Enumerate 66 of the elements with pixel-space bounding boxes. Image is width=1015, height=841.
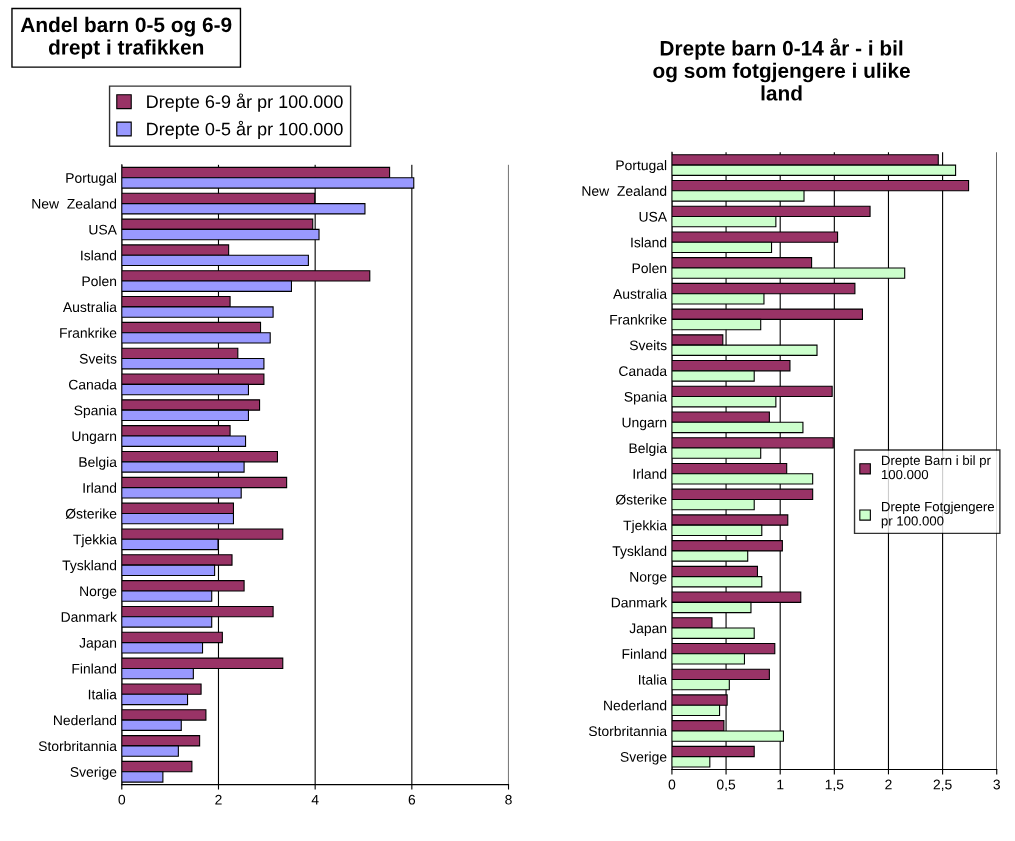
y-tick-label: Frankrike xyxy=(60,327,117,338)
y-tick-label: Sverige xyxy=(620,751,667,765)
y-tick-label: Sveits xyxy=(629,340,667,351)
x-tick-label: 4 xyxy=(311,794,319,805)
y-tick-label: Belgia xyxy=(79,456,117,470)
y-tick-label: Japan xyxy=(79,638,117,651)
x-tick-label: 0,5 xyxy=(716,779,736,792)
y-tick-label: Belgia xyxy=(629,442,668,456)
chart-title: Andel barn 0-5 og 6-9 drept i trafikken xyxy=(20,16,232,59)
x-tick-label: 2 xyxy=(215,794,222,805)
x-tick-label: 1 xyxy=(777,779,784,790)
x-tick-label: 6 xyxy=(408,794,416,805)
y-tick-label: Italia xyxy=(639,674,668,685)
y-tick-label: Tjekkia xyxy=(73,534,117,548)
y-tick-label: Norge xyxy=(80,586,117,599)
y-tick-label: Australia xyxy=(62,301,117,313)
y-tick-label: Tyskland xyxy=(62,560,117,574)
y-tick-label: Norge xyxy=(630,572,667,585)
y-tick-label: Finland xyxy=(72,663,117,674)
y-tick-label: New Zealand xyxy=(582,185,667,196)
x-tick-label: 2 xyxy=(885,779,892,790)
x-tick-label: 8 xyxy=(505,794,512,805)
y-tick-label: Polen xyxy=(82,276,117,287)
x-tick-label: 1,5 xyxy=(825,779,844,792)
y-tick-label: Østerike xyxy=(615,494,667,505)
y-tick-label: Spania xyxy=(74,405,117,419)
y-tick-label: Canada xyxy=(69,379,117,390)
x-tick-label: 0 xyxy=(118,794,126,805)
y-tick-label: Canada xyxy=(619,365,668,377)
y-tick-label: Ungarn xyxy=(72,431,117,444)
y-tick-label: Sverige xyxy=(70,766,117,780)
y-tick-label: Storbritannia xyxy=(588,725,668,737)
legend-label: Drepte 0-5 år pr 100.000 xyxy=(147,120,343,140)
y-tick-label: Portugal xyxy=(66,172,117,186)
legend-label: Drepte Barn i bil pr 100.000 xyxy=(881,455,991,480)
y-tick-label: Japan xyxy=(629,623,667,636)
x-tick-label: 0 xyxy=(668,779,676,790)
y-tick-label: Storbritannia xyxy=(38,740,117,752)
y-tick-label: New Zealand xyxy=(32,198,117,209)
chart-title: Drepte barn 0-14 år - i bil og som fotgjengere i ulike land xyxy=(653,38,910,101)
y-tick-label: Danmark xyxy=(611,597,668,608)
x-tick-label: 2,5 xyxy=(933,779,952,792)
y-tick-label: Island xyxy=(631,237,667,248)
y-tick-label: Italia xyxy=(88,689,117,700)
y-tick-label: Frankrike xyxy=(610,314,667,325)
y-tick-label: Tjekkia xyxy=(623,520,668,534)
y-tick-label: Portugal xyxy=(616,160,667,173)
y-tick-label: Østerike xyxy=(65,508,117,519)
y-tick-label: Ungarn xyxy=(622,417,667,431)
y-tick-label: Sveits xyxy=(79,353,117,364)
y-tick-label: Irland xyxy=(633,468,667,479)
y-tick-label: Island xyxy=(81,250,117,261)
y-tick-label: Australia xyxy=(613,288,668,299)
y-tick-label: Polen xyxy=(632,262,667,274)
y-tick-label: USA xyxy=(639,211,668,222)
legend-label: Drepte 6-9 år pr 100.000 xyxy=(147,93,343,112)
y-tick-label: Nederland xyxy=(54,715,117,726)
legend-label: Drepte Fotgjengere pr 100.000 xyxy=(881,501,995,529)
y-tick-label: Nederland xyxy=(604,700,667,711)
y-tick-label: Irland xyxy=(83,482,117,493)
y-tick-label: Finland xyxy=(622,648,667,659)
x-tick-label: 3 xyxy=(993,779,1000,790)
y-tick-label: USA xyxy=(89,224,117,235)
y-tick-label: Spania xyxy=(624,391,668,405)
y-tick-label: Tyskland xyxy=(612,545,667,559)
y-tick-label: Danmark xyxy=(61,611,117,622)
